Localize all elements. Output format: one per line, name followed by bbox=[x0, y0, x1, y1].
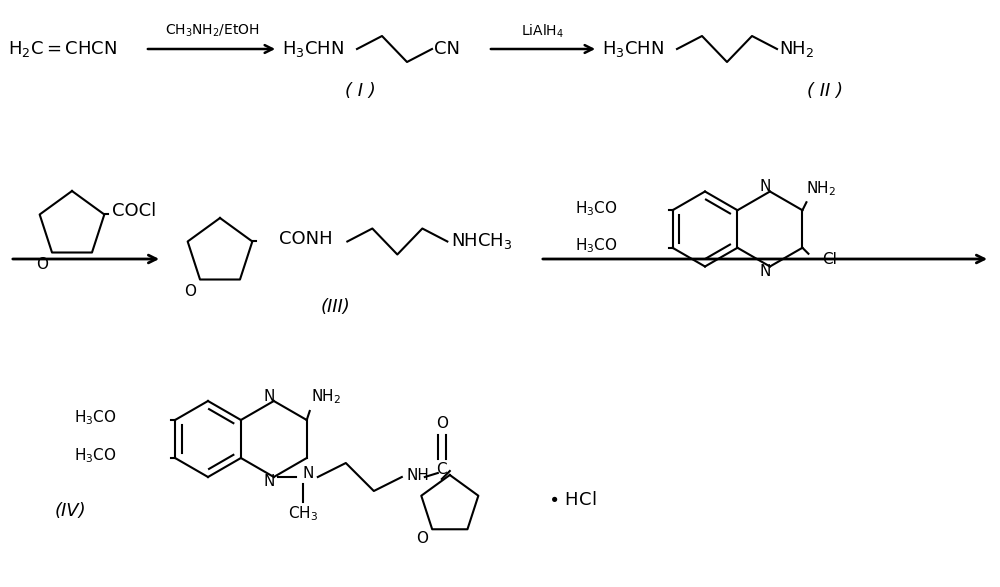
Text: H$_3$CO: H$_3$CO bbox=[575, 237, 618, 255]
Text: CONH: CONH bbox=[279, 231, 333, 248]
Text: CN: CN bbox=[434, 40, 460, 58]
Text: NHCH$_3$: NHCH$_3$ bbox=[451, 231, 513, 251]
Text: NH$_2$: NH$_2$ bbox=[311, 387, 341, 406]
Text: CH$_3$NH$_2$/EtOH: CH$_3$NH$_2$/EtOH bbox=[165, 23, 259, 39]
Text: O: O bbox=[184, 284, 196, 299]
Text: ( II ): ( II ) bbox=[807, 82, 843, 100]
Text: H$_3$CHN: H$_3$CHN bbox=[282, 39, 344, 59]
Text: O: O bbox=[36, 257, 48, 272]
Text: H$_3$CO: H$_3$CO bbox=[74, 409, 117, 427]
Text: NH: NH bbox=[407, 467, 430, 483]
Text: NH$_2$: NH$_2$ bbox=[806, 179, 837, 198]
Text: N: N bbox=[759, 179, 771, 194]
Text: O: O bbox=[436, 417, 448, 431]
Text: H$_2$C$=$CHCN: H$_2$C$=$CHCN bbox=[8, 39, 117, 59]
Text: LiAlH$_4$: LiAlH$_4$ bbox=[521, 22, 565, 40]
Text: (III): (III) bbox=[320, 298, 350, 316]
Text: O: O bbox=[416, 531, 428, 546]
Text: NH$_2$: NH$_2$ bbox=[779, 39, 814, 59]
Text: COCl: COCl bbox=[112, 203, 157, 221]
Text: CH$_3$: CH$_3$ bbox=[288, 505, 318, 524]
Text: ( I ): ( I ) bbox=[345, 82, 375, 100]
Text: N: N bbox=[759, 264, 771, 279]
Text: $\bullet$ HCl: $\bullet$ HCl bbox=[548, 491, 596, 509]
Text: (IV): (IV) bbox=[54, 502, 86, 520]
Text: H$_3$CHN: H$_3$CHN bbox=[602, 39, 664, 59]
Text: C: C bbox=[437, 461, 447, 477]
Text: N: N bbox=[263, 474, 275, 490]
Text: H$_3$CO: H$_3$CO bbox=[74, 447, 117, 465]
Text: H$_3$CO: H$_3$CO bbox=[575, 199, 618, 218]
Text: N: N bbox=[263, 389, 275, 403]
Text: Cl: Cl bbox=[822, 252, 837, 267]
Text: N: N bbox=[303, 467, 314, 481]
